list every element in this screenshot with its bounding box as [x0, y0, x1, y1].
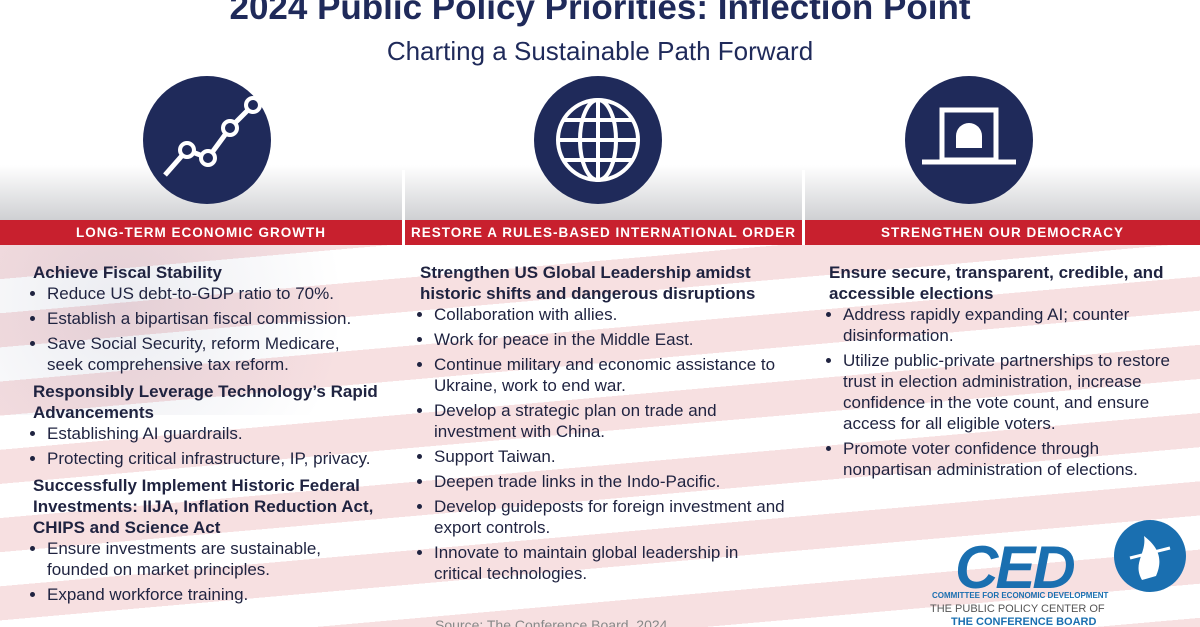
section-title: Ensure secure, transparent, credible, an…: [829, 263, 1164, 303]
column: Strengthen US Global Leadership amidst h…: [420, 262, 788, 590]
column-heading: LONG-TERM ECONOMIC GROWTH: [0, 220, 402, 245]
flag-background: [0, 245, 420, 415]
bullet: Protecting critical infrastructure, IP, …: [47, 448, 378, 469]
bullet: Save Social Security, reform Medicare, s…: [47, 333, 378, 375]
bullet: Deepen trade links in the Indo-Pacific.: [434, 471, 788, 492]
logo-text: THE PUBLIC POLICY CENTER OF: [930, 603, 1105, 615]
bullet: Innovate to maintain global leadership i…: [434, 542, 788, 584]
section-title: Successfully Implement Historic Federal …: [33, 476, 374, 537]
bullet-list: Collaboration with allies. Work for peace…: [420, 304, 788, 584]
bullet: Address rapidly expanding AI; counter di…: [843, 304, 1174, 346]
bullet: Establish a bipartisan fiscal commission…: [47, 308, 378, 329]
democracy-icon: [905, 76, 1033, 204]
logo-text: THE CONFERENCE BOARD: [951, 616, 1097, 627]
bullet: Support Taiwan.: [434, 446, 788, 467]
bullet: Develop guideposts for foreign investmen…: [434, 496, 788, 538]
bullet: Collaboration with allies.: [434, 304, 788, 325]
section-title: Strengthen US Global Leadership amidst h…: [420, 263, 756, 303]
column: Ensure secure, transparent, credible, an…: [829, 262, 1174, 486]
title: 2024 Public Policy Priorities: Inflectio…: [229, 0, 971, 27]
separator: [802, 170, 805, 245]
bullet: Develop a strategic plan on trade and in…: [434, 400, 788, 442]
section-title: Achieve Fiscal Stability: [33, 263, 222, 282]
bullet: Ensure investments are sustainable, foun…: [47, 538, 378, 580]
bullet-list: Reduce US debt-to-GDP ratio to 70%. Estab…: [33, 283, 378, 375]
column: Achieve Fiscal StabilityReduce US debt-t…: [33, 262, 378, 611]
flag-background: [0, 245, 1200, 627]
bullet: Utilize public-private partnerships to r…: [843, 350, 1174, 434]
bullet: Promote voter confidence through nonpart…: [843, 438, 1174, 480]
bullet-list: Establishing AI guardrails. Protecting cr…: [33, 423, 378, 469]
subtitle: Charting a Sustainable Path Forward: [386, 36, 814, 66]
bullet: Continue military and economic assistanc…: [434, 354, 788, 396]
icons: [143, 76, 1033, 204]
bullet: Establishing AI guardrails.: [47, 423, 378, 444]
globe-icon: [534, 76, 662, 204]
bullet: Expand workforce training.: [47, 584, 378, 605]
column-heading: RESTORE A RULES-BASED INTERNATIONAL ORDE…: [405, 220, 802, 245]
source: Source: The Conference Board, 2024: [435, 617, 668, 627]
bullet-list: Address rapidly expanding AI; counter di…: [829, 304, 1174, 480]
logo-text: COMMITTEE FOR ECONOMIC DEVELOPMENT: [932, 591, 1109, 600]
section-title: Responsibly Leverage Technology’s Rapid …: [33, 382, 378, 422]
column-heading: STRENGTHEN OUR DEMOCRACY: [805, 220, 1200, 245]
bullet: Reduce US debt-to-GDP ratio to 70%.: [47, 283, 378, 304]
logo-name: CED: [955, 534, 1076, 601]
separator: [402, 170, 405, 245]
growth-icon: [143, 76, 271, 204]
bullet-list: Ensure investments are sustainable, foun…: [33, 538, 378, 605]
bullet: Work for peace in the Middle East.: [434, 329, 788, 350]
logo-emblem: [1114, 520, 1186, 592]
